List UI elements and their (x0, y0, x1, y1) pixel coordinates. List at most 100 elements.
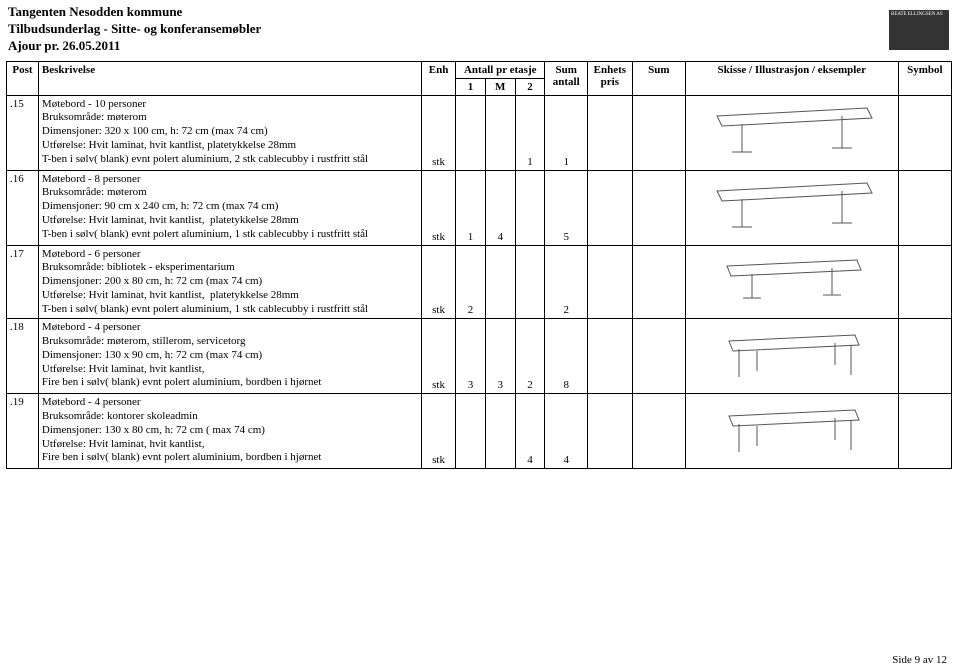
cell-sum (632, 95, 685, 170)
th-enhets-pris: Enhets pris (588, 61, 633, 95)
cell-sum-antall: 4 (545, 394, 588, 469)
cell-symbol (898, 170, 951, 245)
cell-description: Møtebord - 10 personerBruksområde: møter… (38, 95, 421, 170)
cell-floor-2: 4 (515, 394, 545, 469)
cell-floor-m (485, 245, 515, 319)
cell-floor-1 (456, 95, 486, 170)
th-antall-group: Antall pr etasje (456, 61, 545, 78)
cell-enh: stk (422, 394, 456, 469)
table-row: .17Møtebord - 6 personerBruksområde: bib… (7, 245, 952, 319)
th-symbol: Symbol (898, 61, 951, 95)
cell-sum-antall: 1 (545, 95, 588, 170)
cell-description: Møtebord - 4 personerBruksområde: kontor… (38, 394, 421, 469)
cell-symbol (898, 394, 951, 469)
item-extra: T-ben i sølv( blank) evnt polert alumini… (42, 303, 418, 317)
cell-symbol (898, 319, 951, 394)
item-utforelse: Utførelse: Hvit laminat, hvit kantlist, (42, 438, 418, 452)
cell-floor-m (485, 95, 515, 170)
header-line-1: Tangenten Nesodden kommune (8, 4, 951, 21)
table-row: .15Møtebord - 10 personerBruksområde: mø… (7, 95, 952, 170)
cell-enhets-pris (588, 245, 633, 319)
item-utforelse: Utførelse: Hvit laminat, hvit kantlist, … (42, 139, 418, 153)
cell-floor-1 (456, 394, 486, 469)
item-bruksomrade: Bruksområde: møterom, stillerom, service… (42, 335, 418, 349)
item-bruksomrade: Bruksområde: bibliotek - eksperimentariu… (42, 261, 418, 275)
table-head: Post Beskrivelse Enh Antall pr etasje Su… (7, 61, 952, 95)
item-utforelse: Utførelse: Hvit laminat, hvit kantlist, … (42, 214, 418, 228)
cell-sum (632, 394, 685, 469)
cell-enhets-pris (588, 394, 633, 469)
table-body: .15Møtebord - 10 personerBruksområde: mø… (7, 95, 952, 469)
item-dimensjoner: Dimensjoner: 130 x 90 cm, h: 72 cm (max … (42, 349, 418, 363)
th-floor-1: 1 (456, 78, 486, 95)
item-utforelse: Utførelse: Hvit laminat, hvit kantlist, … (42, 289, 418, 303)
cell-floor-m: 3 (485, 319, 515, 394)
cell-enh: stk (422, 170, 456, 245)
cell-sketch (685, 170, 898, 245)
cell-sum-antall: 8 (545, 319, 588, 394)
cell-floor-m: 4 (485, 170, 515, 245)
cell-symbol (898, 245, 951, 319)
cell-sketch (685, 95, 898, 170)
cell-post: .15 (7, 95, 39, 170)
item-extra: Fire ben i sølv( blank) evnt polert alum… (42, 376, 418, 390)
table-row: .18Møtebord - 4 personerBruksområde: møt… (7, 319, 952, 394)
logo-text: BEATE ELLINGSEN AS (891, 12, 947, 17)
document-header: Tangenten Nesodden kommune Tilbudsunderl… (0, 0, 959, 57)
th-floor-m: M (485, 78, 515, 95)
th-floor-2: 2 (515, 78, 545, 95)
item-extra: T-ben i sølv( blank) evnt polert alumini… (42, 153, 418, 167)
cell-sketch (685, 394, 898, 469)
cell-post: .16 (7, 170, 39, 245)
th-sum: Sum (632, 61, 685, 95)
item-dimensjoner: Dimensjoner: 130 x 80 cm, h: 72 cm ( max… (42, 424, 418, 438)
cell-post: .19 (7, 394, 39, 469)
cell-floor-2: 1 (515, 95, 545, 170)
cell-sum (632, 170, 685, 245)
item-extra: Fire ben i sølv( blank) evnt polert alum… (42, 451, 418, 465)
cell-description: Møtebord - 6 personerBruksområde: biblio… (38, 245, 421, 319)
cell-enhets-pris (588, 95, 633, 170)
cell-enh: stk (422, 245, 456, 319)
furniture-table: Post Beskrivelse Enh Antall pr etasje Su… (6, 61, 952, 470)
cell-description: Møtebord - 8 personerBruksområde: møtero… (38, 170, 421, 245)
th-post: Post (7, 61, 39, 95)
item-title: Møtebord - 4 personer (42, 321, 418, 335)
cell-floor-1: 3 (456, 319, 486, 394)
th-enh: Enh (422, 61, 456, 95)
th-beskrivelse: Beskrivelse (38, 61, 421, 95)
cell-sum (632, 245, 685, 319)
cell-post: .17 (7, 245, 39, 319)
cell-floor-2: 2 (515, 319, 545, 394)
th-sum-antall: Sum antall (545, 61, 588, 95)
th-skisse: Skisse / Illustrasjon / eksempler (685, 61, 898, 95)
cell-enh: stk (422, 319, 456, 394)
cell-symbol (898, 95, 951, 170)
cell-sum-antall: 2 (545, 245, 588, 319)
header-line-3: Ajour pr. 26.05.2011 (8, 38, 951, 55)
cell-enh: stk (422, 95, 456, 170)
table-row: .16Møtebord - 8 personerBruksområde: møt… (7, 170, 952, 245)
cell-floor-1: 2 (456, 245, 486, 319)
item-bruksomrade: Bruksområde: møterom (42, 186, 418, 200)
cell-floor-2 (515, 170, 545, 245)
cell-floor-2 (515, 245, 545, 319)
item-dimensjoner: Dimensjoner: 90 cm x 240 cm, h: 72 cm (m… (42, 200, 418, 214)
logo-block: BEATE ELLINGSEN AS (889, 10, 949, 50)
item-title: Møtebord - 8 personer (42, 173, 418, 187)
table-row: .19Møtebord - 4 personerBruksområde: kon… (7, 394, 952, 469)
item-title: Møtebord - 10 personer (42, 98, 418, 112)
cell-enhets-pris (588, 319, 633, 394)
item-extra: T-ben i sølv( blank) evnt polert alumini… (42, 228, 418, 242)
item-utforelse: Utførelse: Hvit laminat, hvit kantlist, (42, 363, 418, 377)
cell-enhets-pris (588, 170, 633, 245)
cell-sum-antall: 5 (545, 170, 588, 245)
header-line-2: Tilbudsunderlag - Sitte- og konferansemø… (8, 21, 951, 38)
cell-sketch (685, 245, 898, 319)
item-dimensjoner: Dimensjoner: 320 x 100 cm, h: 72 cm (max… (42, 125, 418, 139)
item-title: Møtebord - 6 personer (42, 248, 418, 262)
cell-description: Møtebord - 4 personerBruksområde: møtero… (38, 319, 421, 394)
cell-floor-1: 1 (456, 170, 486, 245)
item-bruksomrade: Bruksområde: møterom (42, 111, 418, 125)
cell-sum (632, 319, 685, 394)
